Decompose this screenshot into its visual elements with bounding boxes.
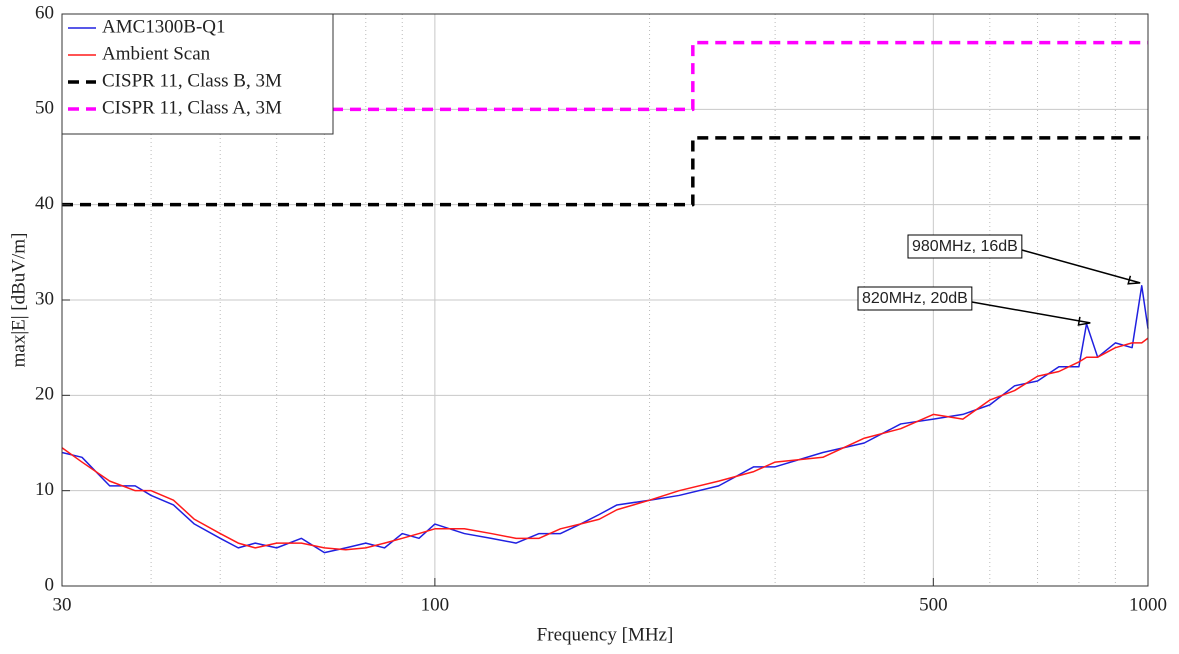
foreground: 0 10 20 30 40 50 60 30 100 500 1000 AMC1300B-Q1 Ambi… <box>35 2 1167 615</box>
series-line <box>61 337 1149 551</box>
legend-box <box>61 13 334 135</box>
legend-label: AMC1300B-Q1 <box>102 16 226 37</box>
annotation-text: 820MHz, 20dB <box>862 290 968 307</box>
x-tick-label: 30 <box>53 594 72 615</box>
x-tick-label: 1000 <box>1129 594 1167 615</box>
arrow-head <box>1127 275 1141 285</box>
plot-area <box>61 40 1149 554</box>
x-tick-label: 100 <box>421 594 450 615</box>
legend-label: Ambient Scan <box>102 43 211 64</box>
y-tick-label: 20 <box>35 384 54 405</box>
annotation-arrow <box>971 301 1091 324</box>
annotation: 980MHz, 16dB <box>907 234 1141 285</box>
x-tick-label: 500 <box>919 594 948 615</box>
legend-label: CISPR 11, Class B, 3M <box>102 70 282 91</box>
arrow-head <box>1077 316 1091 326</box>
series-line <box>62 40 1148 112</box>
series-line <box>61 284 1149 554</box>
y-axis-label: max|E| [dBuV/m] <box>8 233 29 368</box>
legend: AMC1300B-Q1 Ambient Scan CISPR 11, Class B… <box>61 13 334 135</box>
y-tick-label: 30 <box>35 288 54 309</box>
y-tick-label: 0 <box>45 574 55 595</box>
annotation-box <box>857 286 973 311</box>
plot-frame <box>61 13 1149 587</box>
annotation-arrow <box>1021 249 1141 284</box>
series-line <box>62 136 1148 207</box>
legend-label: CISPR 11, Class A, 3M <box>102 97 282 118</box>
annotation-box <box>907 234 1023 259</box>
annotation-text: 980MHz, 16dB <box>912 238 1018 255</box>
y-tick-label: 60 <box>35 2 54 23</box>
y-tick-label: 10 <box>35 479 54 500</box>
y-tick-label: 40 <box>35 193 54 214</box>
y-tick-label: 50 <box>35 98 54 119</box>
x-axis-label: Frequency [MHz] <box>537 624 674 645</box>
annotation: 820MHz, 20dB <box>857 286 1091 326</box>
